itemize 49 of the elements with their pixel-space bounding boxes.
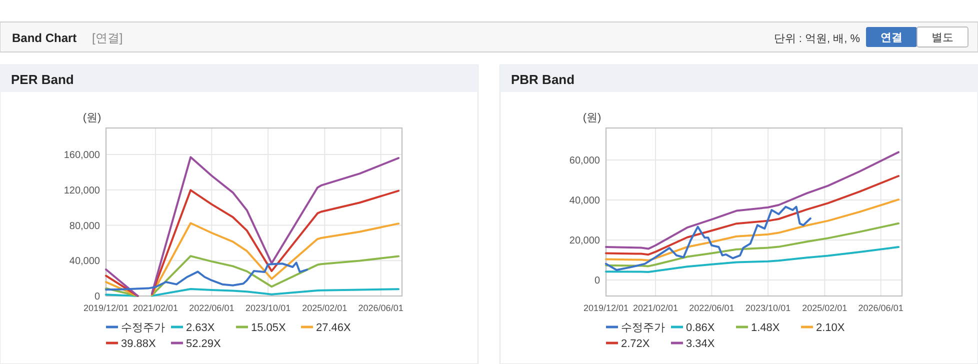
text: 별도	[932, 32, 954, 44]
x-tick-label: 2019/12/01	[583, 303, 629, 313]
x-tick-label: 2021/02/01	[633, 303, 678, 313]
y-tick-label: 20,000	[569, 236, 600, 246]
y-tick-label: 120,000	[64, 185, 100, 196]
x-tick-label: 2025/02/01	[802, 303, 848, 313]
text: 단위 : 억원, 배, %	[774, 33, 860, 45]
y-tick-label: 0	[594, 276, 600, 286]
line-series	[605, 198, 900, 262]
legend-label: 39.88X	[121, 338, 157, 350]
text: 연결	[880, 32, 902, 44]
text: Band Chart	[12, 31, 77, 45]
y-tick-label: 80,000	[69, 220, 100, 232]
x-tick-label: 2023/10/01	[246, 303, 291, 313]
chart-title: PBR Band	[511, 72, 575, 87]
line-series	[605, 222, 900, 268]
x-tick-label: 2022/06/01	[689, 303, 734, 313]
legend-label: 52.29X	[186, 338, 222, 350]
x-tick-label: 2025/02/01	[302, 303, 348, 313]
y-tick-label: 40,000	[69, 256, 100, 268]
x-tick-label: 2019/12/01	[83, 303, 129, 313]
legend-label: 0.86X	[686, 322, 716, 334]
legend-label: 2.63X	[186, 322, 216, 334]
y-axis-title: (원)	[582, 112, 602, 124]
x-tick-label: 2026/06/01	[358, 303, 404, 313]
x-tick-label: 2021/02/01	[133, 303, 178, 313]
legend-label: 3.34X	[686, 338, 716, 350]
line-series	[605, 206, 812, 271]
y-tick-label: 160,000	[64, 150, 100, 162]
legend-label: 15.05X	[251, 322, 287, 334]
line-series	[105, 262, 308, 291]
legend-label: 수정주가	[121, 322, 165, 334]
line-series	[605, 151, 900, 250]
chart-title: PER Band	[11, 72, 74, 87]
x-tick-label: 2022/06/01	[189, 303, 234, 313]
legend-label: 1.48X	[751, 322, 780, 334]
x-tick-label: 2026/06/01	[858, 303, 904, 313]
y-tick-label: 0	[94, 292, 100, 302]
legend-label: 27.46X	[316, 322, 352, 334]
text: [연결]	[92, 31, 123, 45]
y-axis-title: (원)	[82, 112, 102, 124]
line-series	[605, 246, 900, 273]
legend-label: 수정주가	[621, 322, 665, 334]
legend-label: 2.10X	[816, 322, 846, 334]
y-tick-label: 60,000	[569, 156, 600, 166]
x-tick-label: 2023/10/01	[746, 303, 791, 313]
legend-label: 2.72X	[621, 338, 650, 350]
line-series	[605, 175, 900, 256]
y-tick-label: 40,000	[569, 196, 600, 206]
